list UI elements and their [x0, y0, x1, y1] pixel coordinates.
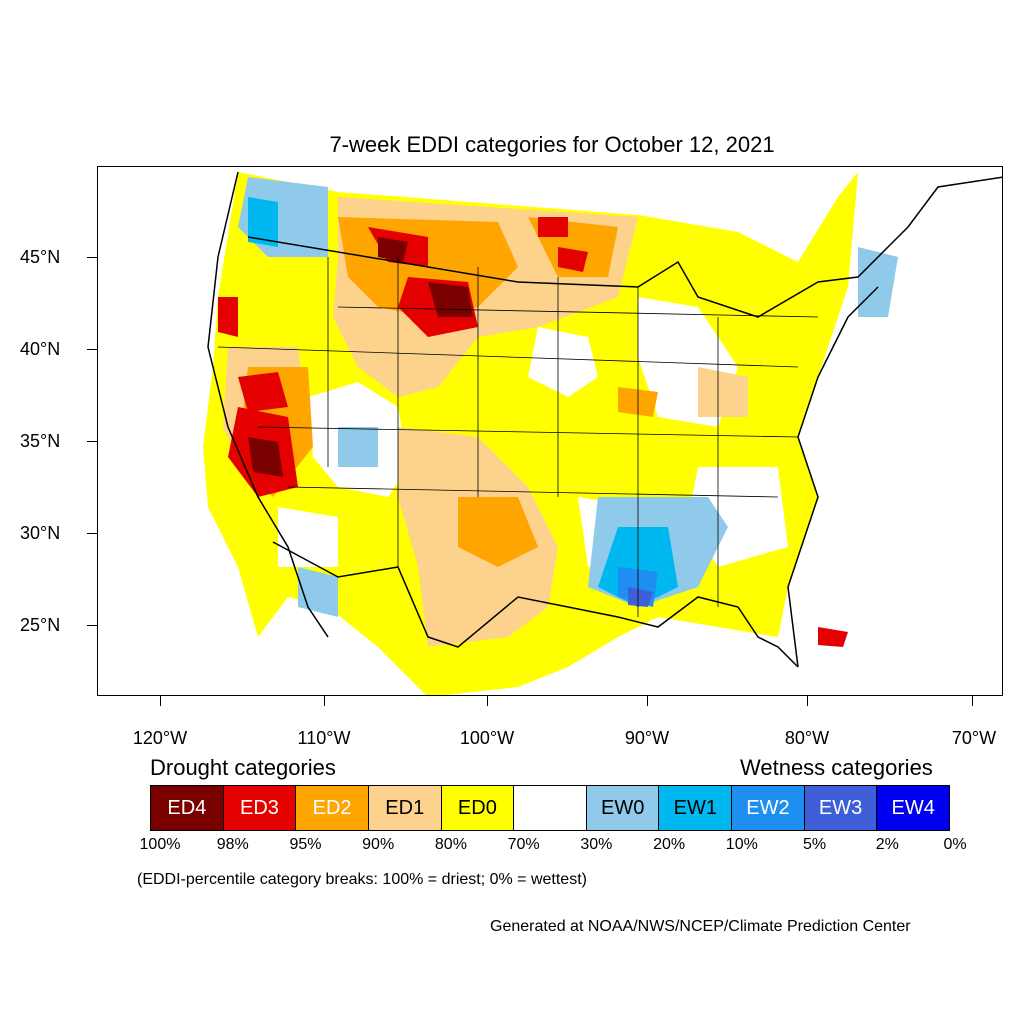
lon-label-110: 110°W [297, 728, 351, 748]
lat-tick-45 [87, 257, 97, 258]
percentile-label: 10% [725, 836, 758, 853]
lat-label-30: 30°N [20, 523, 61, 543]
legend-box-ew2: EW2 [732, 786, 805, 830]
eddi-map [203, 171, 1002, 695]
legend-box-ed4: ED4 [151, 786, 224, 830]
legend-box-ed3: ED3 [223, 786, 297, 830]
percentile-label: 100% [139, 836, 181, 853]
legend-box-ew4: EW4 [877, 786, 950, 830]
percentile-label: 80% [434, 836, 467, 853]
percentile-label: 2% [875, 836, 899, 853]
lat-label-40: 40°N [20, 339, 61, 359]
percentile-label: 95% [289, 836, 322, 853]
legend-box-ed0: ED0 [441, 786, 515, 830]
percentile-label: 98% [216, 836, 249, 853]
percentile-label: 5% [802, 836, 827, 853]
ew3-areas [628, 587, 653, 607]
legend-color-bar: ED4 ED3 ED2 ED1 ED0 EW0 EW1 EW2 EW3 EW4 [150, 785, 950, 831]
legend-box-ew3: EW3 [804, 786, 878, 830]
legend-box-ed1: ED1 [368, 786, 442, 830]
legend-box-neutral [514, 786, 587, 830]
lon-label-70: 70°W [951, 728, 997, 748]
category-breaks-note: (EDDI-percentile category breaks: 100% =… [137, 871, 587, 888]
map-title: 7-week EDDI categories for October 12, 2… [329, 132, 775, 157]
percentile-label: 90% [362, 836, 395, 853]
lon-label-90: 90°W [624, 728, 670, 748]
lon-label-80: 80°W [784, 728, 830, 748]
lon-tick-120 [160, 696, 161, 706]
state-boundaries [217, 257, 819, 617]
lon-tick-70 [972, 696, 973, 706]
percentile-label: 0% [943, 836, 967, 853]
lat-label-45: 45°N [20, 247, 61, 267]
lat-tick-35 [87, 441, 97, 442]
lon-label-120: 120°W [132, 728, 188, 748]
lon-tick-90 [647, 696, 648, 706]
wetness-categories-title: Wetness categories [740, 755, 933, 780]
percentile-label: 70% [507, 836, 540, 853]
percentile-label: 20% [653, 836, 686, 853]
lat-label-35: 35°N [20, 431, 61, 451]
credit-text: Generated at NOAA/NWS/NCEP/Climate Predi… [490, 918, 911, 935]
lat-label-25: 25°N [20, 615, 61, 635]
lon-tick-80 [807, 696, 808, 706]
drought-categories-title: Drought categories [150, 755, 336, 780]
lon-label-100: 100°W [459, 728, 515, 748]
legend-box-ed2: ED2 [296, 786, 369, 830]
percentile-label: 30% [580, 836, 613, 853]
lon-tick-110 [324, 696, 325, 706]
lat-tick-40 [87, 349, 97, 350]
lat-tick-25 [87, 625, 97, 626]
lon-tick-100 [487, 696, 488, 706]
map-frame [97, 166, 1003, 696]
lat-tick-30 [87, 533, 97, 534]
legend-box-ew0: EW0 [586, 786, 660, 830]
ed4-areas [248, 237, 473, 477]
legend-box-ew1: EW1 [659, 786, 733, 830]
